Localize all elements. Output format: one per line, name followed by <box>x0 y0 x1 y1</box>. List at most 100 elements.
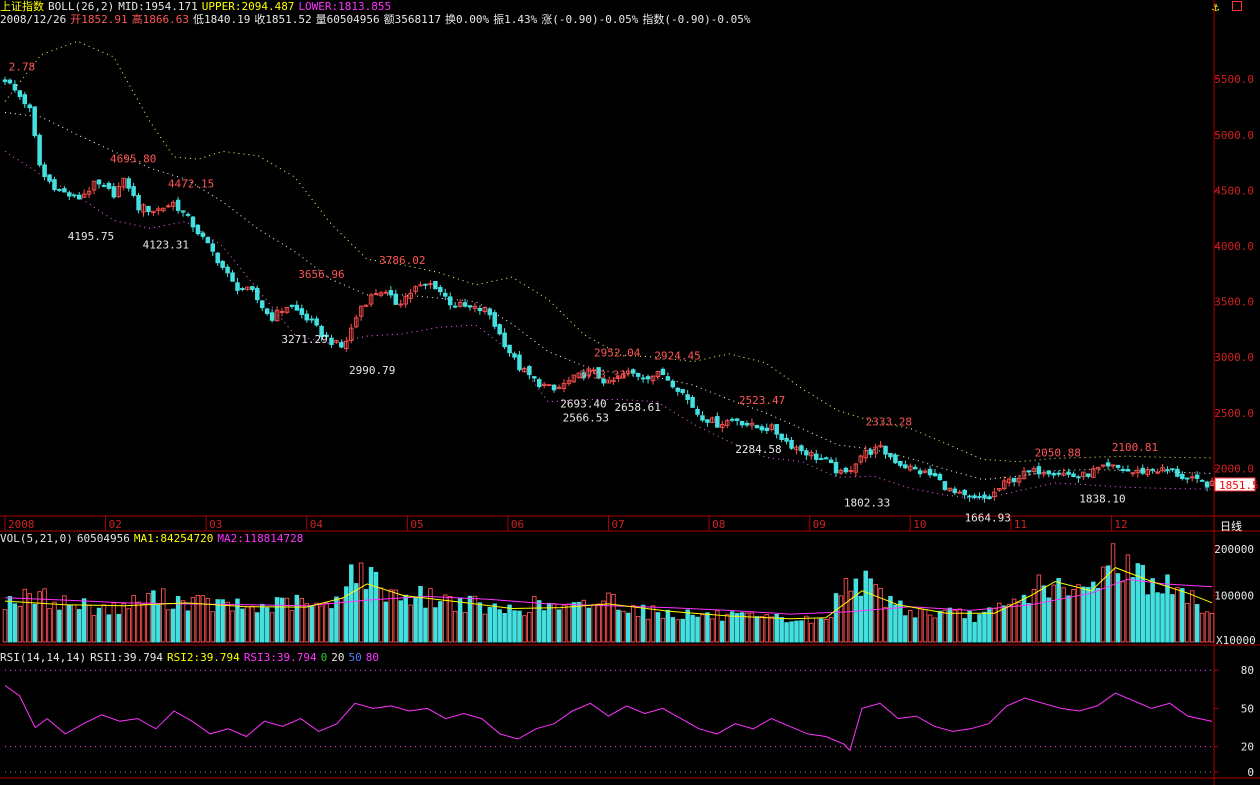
volume-bar <box>739 612 745 643</box>
volume-bar <box>393 589 399 643</box>
volume-bar <box>482 613 488 643</box>
boll-lower: LOWER:1813.855 <box>298 0 392 13</box>
price-y-label: 4000.0 <box>1214 240 1254 253</box>
candle-body <box>452 305 458 308</box>
candle-body <box>230 272 235 282</box>
quote-turnover: 换0.00% <box>445 13 490 26</box>
volume-bar <box>462 612 468 643</box>
candle-body <box>1130 472 1136 475</box>
candle-body <box>438 287 443 293</box>
candle-body <box>497 324 502 335</box>
window-toggle-icon[interactable] <box>1232 1 1242 11</box>
candle-body <box>225 266 230 274</box>
volume-bar <box>428 588 433 643</box>
volume-bar <box>1125 554 1131 643</box>
volume-bar <box>1160 593 1165 643</box>
volume-bar <box>878 587 883 643</box>
volume-bar <box>789 621 794 643</box>
candle-body <box>1021 470 1027 480</box>
extreme-price-label: 2100.81 <box>1112 441 1158 454</box>
volume-bar <box>1115 573 1121 643</box>
volume-bar <box>1016 602 1022 643</box>
boll-mid-band <box>4 112 1213 481</box>
candle-body <box>566 380 572 384</box>
candle-body <box>101 184 107 187</box>
candle-body <box>1160 467 1165 471</box>
extreme-price-label: 1838.10 <box>1079 492 1125 505</box>
candle-body <box>1061 472 1066 476</box>
volume-bar <box>556 609 562 643</box>
candle-body <box>1095 466 1101 470</box>
extreme-price-label: 1664.93 <box>965 512 1011 525</box>
extreme-price-label: 4195.75 <box>68 230 114 243</box>
volume-bar <box>250 605 255 643</box>
candle-body <box>72 194 77 197</box>
volume-bar <box>378 587 384 643</box>
volume-bar <box>972 621 977 643</box>
extreme-price-label: 2990.79 <box>349 364 395 377</box>
volume-bar <box>853 578 859 643</box>
candle-body <box>571 374 577 383</box>
volume-bar <box>269 612 275 643</box>
volume-bar <box>205 598 211 643</box>
candle-body <box>774 424 779 435</box>
candle-body <box>1041 472 1047 475</box>
candle-body <box>977 496 982 498</box>
volume-bar <box>101 604 107 643</box>
candle-body <box>403 295 408 305</box>
candle-body <box>408 292 413 299</box>
volume-bar <box>527 611 532 643</box>
candle-body <box>517 354 522 371</box>
volume-bar <box>764 614 770 643</box>
vol-label: VOL(5,21,0) <box>0 532 73 545</box>
candle-body <box>626 370 631 374</box>
volume-bar <box>596 603 601 643</box>
candle-body <box>1185 477 1190 480</box>
candle-body <box>858 455 864 463</box>
candle-body <box>843 467 849 473</box>
candle-body <box>1150 468 1155 471</box>
candle-body <box>368 294 374 305</box>
candle-body <box>205 237 211 244</box>
volume-bar <box>294 594 300 643</box>
extreme-price-label: 2523.47 <box>739 394 785 407</box>
volume-bar <box>388 589 394 643</box>
extreme-price-label: 2753.33 <box>580 369 626 382</box>
candle-body <box>952 488 958 494</box>
volume-bar <box>403 594 408 643</box>
candle-body <box>823 457 829 460</box>
candle-body <box>22 94 28 105</box>
boll-header: 上证指数 BOLL(26,2) MID:1954.171 UPPER:2094.487… <box>0 0 395 13</box>
volume-bar <box>908 610 913 643</box>
candle-body <box>274 309 280 322</box>
candle-body <box>1155 471 1160 474</box>
volume-bar <box>240 608 245 643</box>
volume-bar <box>541 610 547 643</box>
candle-body <box>754 424 760 429</box>
month-label: 09 <box>813 518 826 531</box>
candle-body <box>52 179 57 191</box>
volume-bar <box>220 599 225 643</box>
volume-bar <box>883 606 888 643</box>
month-label: 2008 <box>8 518 35 531</box>
index-name[interactable]: 上证指数 <box>0 0 44 13</box>
candle-body <box>621 373 626 379</box>
candle-body <box>185 213 191 216</box>
volume-bar <box>57 609 62 643</box>
candle-body <box>462 302 468 307</box>
rsi-y-label: 50 <box>1241 702 1254 715</box>
volume-bar <box>769 616 774 643</box>
volume-bar <box>42 588 47 643</box>
candle-body <box>670 380 676 388</box>
candle-body <box>957 491 962 494</box>
lock-icon[interactable]: ⚓ <box>1212 0 1220 14</box>
volume-bar <box>754 616 760 643</box>
candle-body <box>146 205 151 212</box>
volume-bar <box>1076 584 1081 643</box>
volume-bar <box>621 610 626 643</box>
volume-bar <box>858 595 864 643</box>
vol-ma1: MA1:84254720 <box>133 532 214 545</box>
candle-body <box>1066 471 1071 475</box>
candle-body <box>972 495 977 499</box>
